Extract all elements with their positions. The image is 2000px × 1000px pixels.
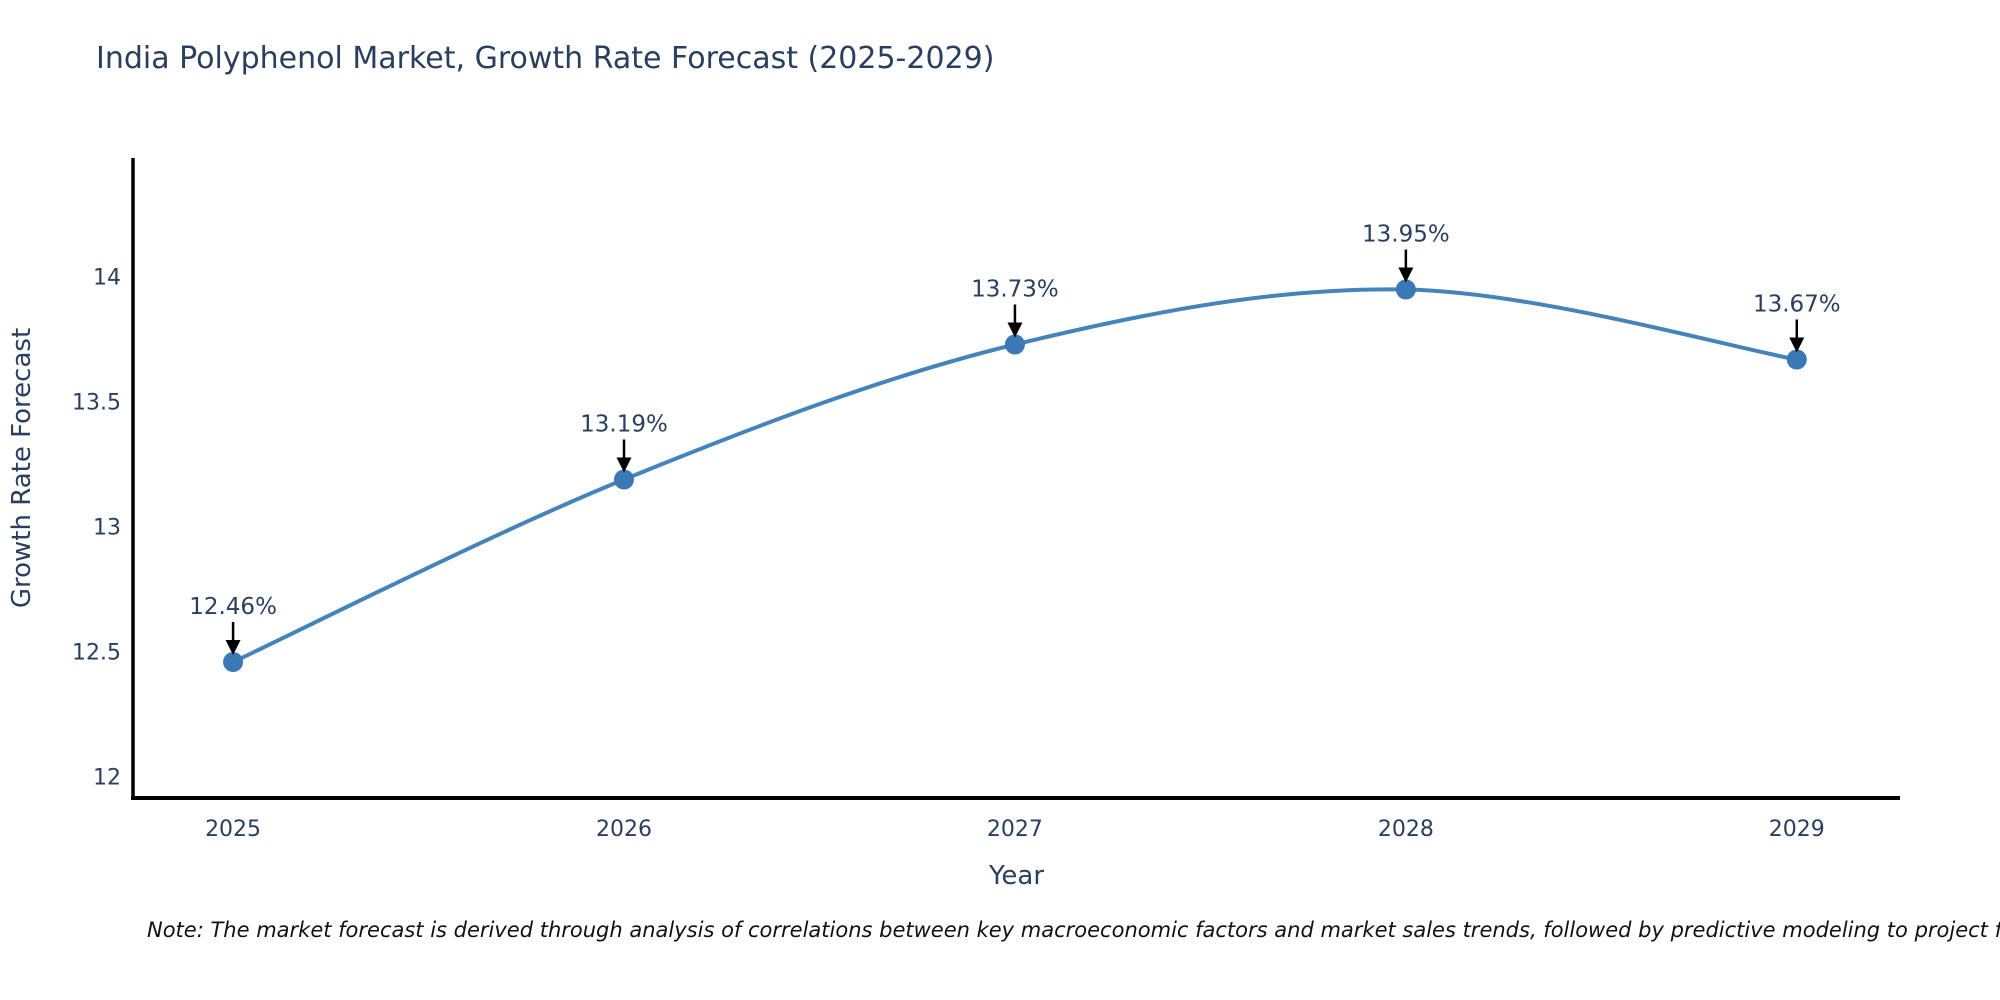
data-point-marker (1395, 279, 1416, 300)
annotation-arrow-head (225, 640, 241, 655)
y-tick-label: 13 (93, 516, 121, 541)
data-point-marker (1004, 334, 1025, 355)
data-point-label: 12.46% (189, 594, 277, 620)
x-tick-label: 2026 (596, 817, 652, 842)
annotation-arrow-head (1007, 322, 1023, 338)
annotation-arrow-head (1398, 267, 1414, 283)
data-point-label: 13.95% (1362, 222, 1450, 248)
y-tick-label: 12 (93, 766, 121, 791)
data-point-marker (1786, 349, 1807, 370)
annotation-arrow-head (616, 457, 632, 473)
footnote: Note: The market forecast is derived thr… (147, 918, 2000, 942)
x-tick-label: 2028 (1378, 817, 1434, 842)
y-axis-title: Growth Rate Forecast (7, 328, 37, 608)
data-point-label: 13.19% (580, 412, 668, 438)
annotation-arrow-head (1789, 337, 1805, 353)
x-axis-title: Year (988, 861, 1044, 891)
chart-title: India Polyphenol Market, Growth Rate For… (96, 41, 995, 76)
x-tick-label: 2029 (1769, 817, 1825, 842)
y-tick-label: 14 (93, 266, 121, 291)
y-tick-label: 12.5 (72, 641, 121, 666)
x-tick-label: 2027 (987, 817, 1043, 842)
data-point-label: 13.73% (971, 277, 1059, 303)
data-point-label: 13.67% (1753, 292, 1841, 318)
data-point-marker (614, 469, 635, 490)
data-point-marker (223, 652, 244, 672)
y-tick-label: 13.5 (72, 391, 121, 416)
x-tick-label: 2025 (205, 817, 261, 842)
